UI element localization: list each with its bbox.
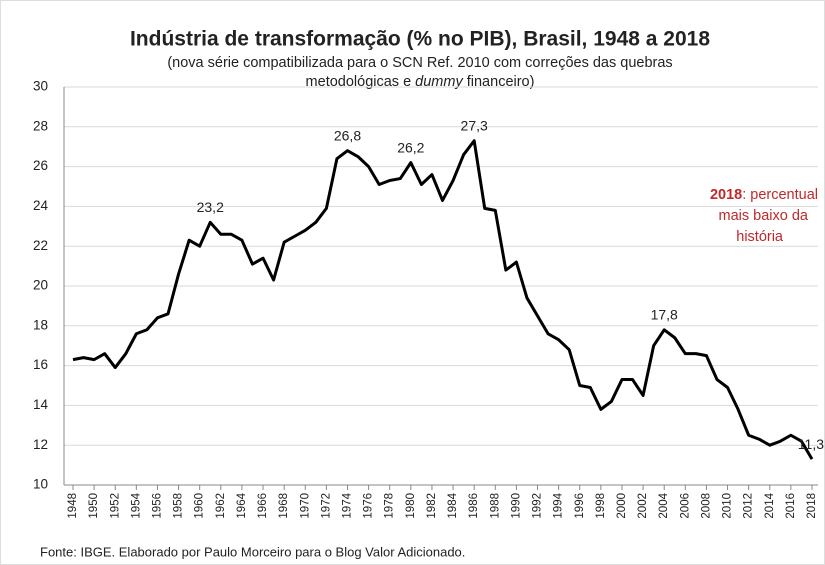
y-tick-label: 12 — [33, 437, 48, 452]
x-tick-label: 1986 — [468, 493, 480, 519]
x-tick-label: 2000 — [616, 493, 628, 519]
y-tick-label: 26 — [33, 158, 48, 173]
x-tick-label: 1994 — [553, 492, 565, 518]
annotation-part: 2018 — [710, 187, 742, 203]
x-tick-label: 1968 — [278, 493, 290, 519]
x-tick-label: 2006 — [679, 493, 691, 519]
annotation: 2018: percentual — [710, 187, 818, 203]
x-tick-label: 2018 — [806, 493, 818, 519]
x-tick-label: 1988 — [489, 493, 501, 519]
x-tick-label: 1952 — [109, 493, 121, 519]
x-tick-label: 2014 — [764, 492, 776, 518]
x-tick-label: 1996 — [574, 493, 586, 519]
x-tick-label: 1992 — [532, 493, 544, 519]
x-tick-label: 1970 — [299, 493, 311, 519]
data-label: 27,3 — [461, 117, 488, 133]
x-tick-label: 2016 — [785, 493, 797, 519]
annotation: história — [736, 229, 784, 245]
data-label: 11,3 — [798, 436, 824, 452]
y-tick-label: 28 — [33, 118, 48, 133]
x-tick-label: 2008 — [700, 493, 712, 519]
x-tick-label: 1960 — [194, 493, 206, 519]
y-tick-label: 22 — [33, 238, 48, 253]
x-tick-label: 1962 — [215, 493, 227, 519]
annotation: mais baixo da — [719, 208, 809, 224]
data-line — [72, 139, 814, 460]
subtitle-part: financeiro) — [463, 74, 535, 90]
x-tick-label: 1974 — [342, 492, 354, 518]
chart-title: Indústria de transformação (% no PIB), B… — [130, 28, 710, 51]
y-tick-label: 10 — [33, 477, 48, 492]
x-tick-label: 1984 — [447, 492, 459, 518]
x-tick-label: 1954 — [130, 492, 142, 518]
x-tick-label: 1990 — [510, 493, 522, 519]
y-tick-label: 20 — [33, 278, 48, 293]
x-tick-label: 1950 — [88, 493, 100, 519]
x-tick-label: 1964 — [236, 492, 248, 518]
y-tick-label: 30 — [33, 79, 48, 94]
y-tick-label: 14 — [33, 397, 49, 412]
x-tick-label: 2004 — [658, 492, 670, 518]
chart-subtitle: (nova série compatibilizada para o SCN R… — [167, 55, 672, 71]
y-tick-label: 24 — [33, 198, 49, 213]
x-tick-label: 1978 — [384, 493, 396, 519]
x-tick-label: 2002 — [637, 493, 649, 519]
x-tick-label: 1972 — [320, 493, 332, 519]
x-tick-label: 1982 — [426, 493, 438, 519]
subtitle-part: metodológicas e — [306, 74, 416, 90]
x-tick-label: 1980 — [405, 493, 417, 519]
x-tick-label: 1958 — [173, 493, 185, 519]
y-tick-label: 18 — [33, 317, 48, 332]
data-label: 23,2 — [197, 199, 224, 215]
data-label: 17,8 — [651, 306, 678, 322]
x-tick-label: 1998 — [595, 493, 607, 519]
chart-subtitle: metodológicas e dummy financeiro) — [306, 74, 535, 90]
annotation-part: : percentual — [742, 187, 818, 203]
x-tick-label: 2010 — [722, 493, 734, 519]
x-tick-label: 1976 — [363, 493, 375, 519]
data-label: 26,8 — [334, 127, 361, 143]
x-tick-label: 2012 — [743, 493, 755, 519]
x-tick-label: 1956 — [151, 493, 163, 519]
subtitle-part: dummy — [415, 74, 463, 90]
y-tick-label: 16 — [33, 357, 48, 372]
x-tick-label: 1966 — [257, 493, 269, 519]
source: Fonte: IBGE. Elaborado por Paulo Morceir… — [40, 544, 465, 559]
data-label: 26,2 — [397, 139, 424, 155]
x-tick-label: 1948 — [67, 493, 79, 519]
